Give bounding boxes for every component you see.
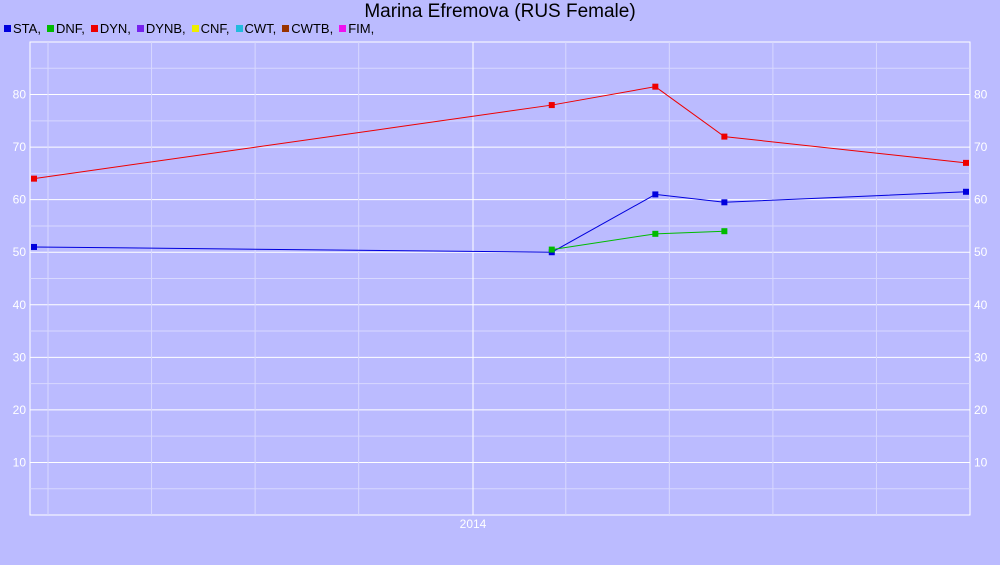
legend-label: DNF, [55, 20, 85, 36]
legend-label: CNF, [200, 20, 230, 36]
y-tick-label-left: 70 [13, 140, 27, 154]
data-point-dnf [548, 246, 555, 253]
legend-item-dyn: DYN, [90, 20, 131, 36]
chart-title: Marina Efremova (RUS Female) [364, 1, 636, 22]
y-tick-label-right: 10 [974, 455, 988, 469]
data-point-dyn [721, 133, 728, 140]
legend-swatch [235, 24, 243, 32]
data-point-dyn [31, 175, 37, 182]
y-tick-label-right: 50 [974, 245, 988, 259]
legend-label: FIM, [348, 20, 375, 36]
series-line-sta [33, 191, 967, 253]
x-tick-label: 2014 [460, 517, 487, 531]
legend-item-cnf: CNF, [191, 20, 230, 36]
legend-swatch [339, 24, 347, 32]
legend-label: CWT, [244, 20, 277, 36]
data-point-dyn [548, 102, 555, 109]
legend-swatch [46, 24, 54, 32]
data-point-sta [31, 243, 37, 250]
y-tick-label-left: 20 [13, 403, 27, 417]
legend-swatch [4, 24, 11, 32]
y-tick-label-right: 20 [974, 403, 988, 417]
legend-label: DYNB, [145, 20, 186, 36]
y-tick-label-left: 80 [13, 88, 27, 102]
legend-item-fim: FIM, [339, 21, 374, 36]
legend-swatch [282, 24, 290, 32]
legend-swatch [90, 24, 98, 32]
legend-item-sta: STA, [4, 21, 41, 36]
series-line-dyn [33, 86, 967, 180]
legend-item-dnf: DNF, [46, 20, 85, 36]
data-point-sta [652, 191, 659, 198]
y-tick-label-left: 10 [13, 455, 27, 469]
y-tick-label-right: 60 [974, 193, 988, 207]
legend-label: CWTB, [291, 20, 334, 36]
legend-item-cwtb: CWTB, [282, 21, 333, 36]
legend-label: STA, [13, 20, 41, 36]
legend: STA, DNF, DYN, DYNB, CNF, CWT, CWTB, FIM, [4, 20, 380, 36]
series-line-dnf [551, 230, 725, 251]
y-tick-label-left: 40 [13, 298, 27, 312]
y-tick-label-left: 30 [13, 350, 27, 364]
data-point-dnf [652, 230, 659, 237]
y-tick-label-left: 60 [13, 193, 27, 207]
legend-swatch [191, 24, 199, 32]
data-point-sta [963, 188, 969, 195]
legend-item-dynb: DYNB, [136, 20, 186, 36]
data-point-sta [721, 199, 728, 206]
data-point-dnf [721, 228, 728, 235]
y-tick-label-right: 30 [974, 350, 988, 364]
data-point-dyn [652, 83, 659, 90]
y-tick-label-left: 50 [13, 245, 27, 259]
y-tick-label-right: 70 [974, 140, 988, 154]
y-tick-label-right: 80 [974, 88, 988, 102]
legend-label: DYN, [99, 20, 131, 36]
y-tick-label-right: 40 [974, 298, 988, 312]
data-point-dyn [963, 159, 969, 166]
legend-item-cwt: CWT, [235, 20, 277, 36]
legend-swatch [136, 24, 144, 32]
